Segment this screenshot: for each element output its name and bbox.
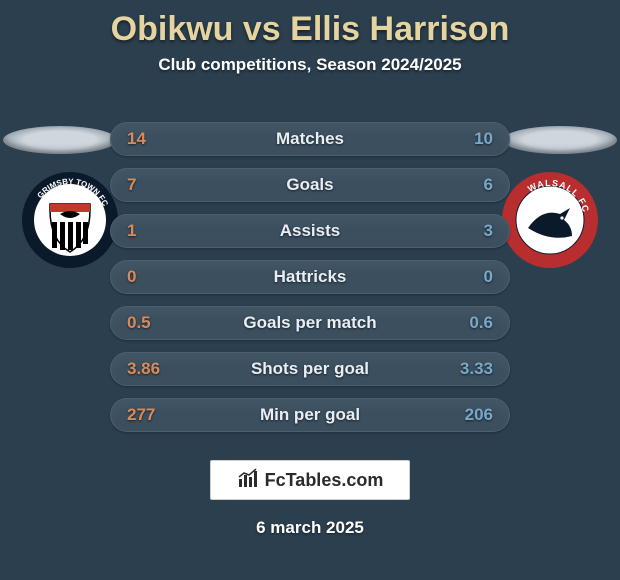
page-title: Obikwu vs Ellis Harrison (0, 0, 620, 55)
stat-right-value: 3.33 (443, 359, 493, 379)
stat-row: 277 Min per goal 206 (110, 398, 510, 432)
stat-right-value: 3 (443, 221, 493, 241)
player-left-pedestal (3, 126, 117, 154)
stat-right-value: 206 (443, 405, 493, 425)
stat-row: 14 Matches 10 (110, 122, 510, 156)
stat-right-value: 0.6 (443, 313, 493, 333)
brand-badge: FcTables.com (210, 460, 410, 500)
subtitle: Club competitions, Season 2024/2025 (0, 55, 620, 95)
stat-row: 0.5 Goals per match 0.6 (110, 306, 510, 340)
stat-row: 1 Assists 3 (110, 214, 510, 248)
stat-right-value: 0 (443, 267, 493, 287)
player-right-pedestal (503, 126, 617, 154)
brand-text: FcTables.com (265, 470, 384, 491)
stat-row: 3.86 Shots per goal 3.33 (110, 352, 510, 386)
club-crest-right: WALSALL FC (500, 170, 600, 270)
stats-container: 14 Matches 10 7 Goals 6 1 Assists 3 0 Ha… (110, 122, 510, 444)
club-crest-left: GRIMSBY TOWN FC (20, 170, 120, 270)
chart-icon (237, 467, 259, 494)
stat-row: 7 Goals 6 (110, 168, 510, 202)
stat-row: 0 Hattricks 0 (110, 260, 510, 294)
footer-date: 6 march 2025 (0, 518, 620, 538)
stat-right-value: 6 (443, 175, 493, 195)
stat-right-value: 10 (443, 129, 493, 149)
